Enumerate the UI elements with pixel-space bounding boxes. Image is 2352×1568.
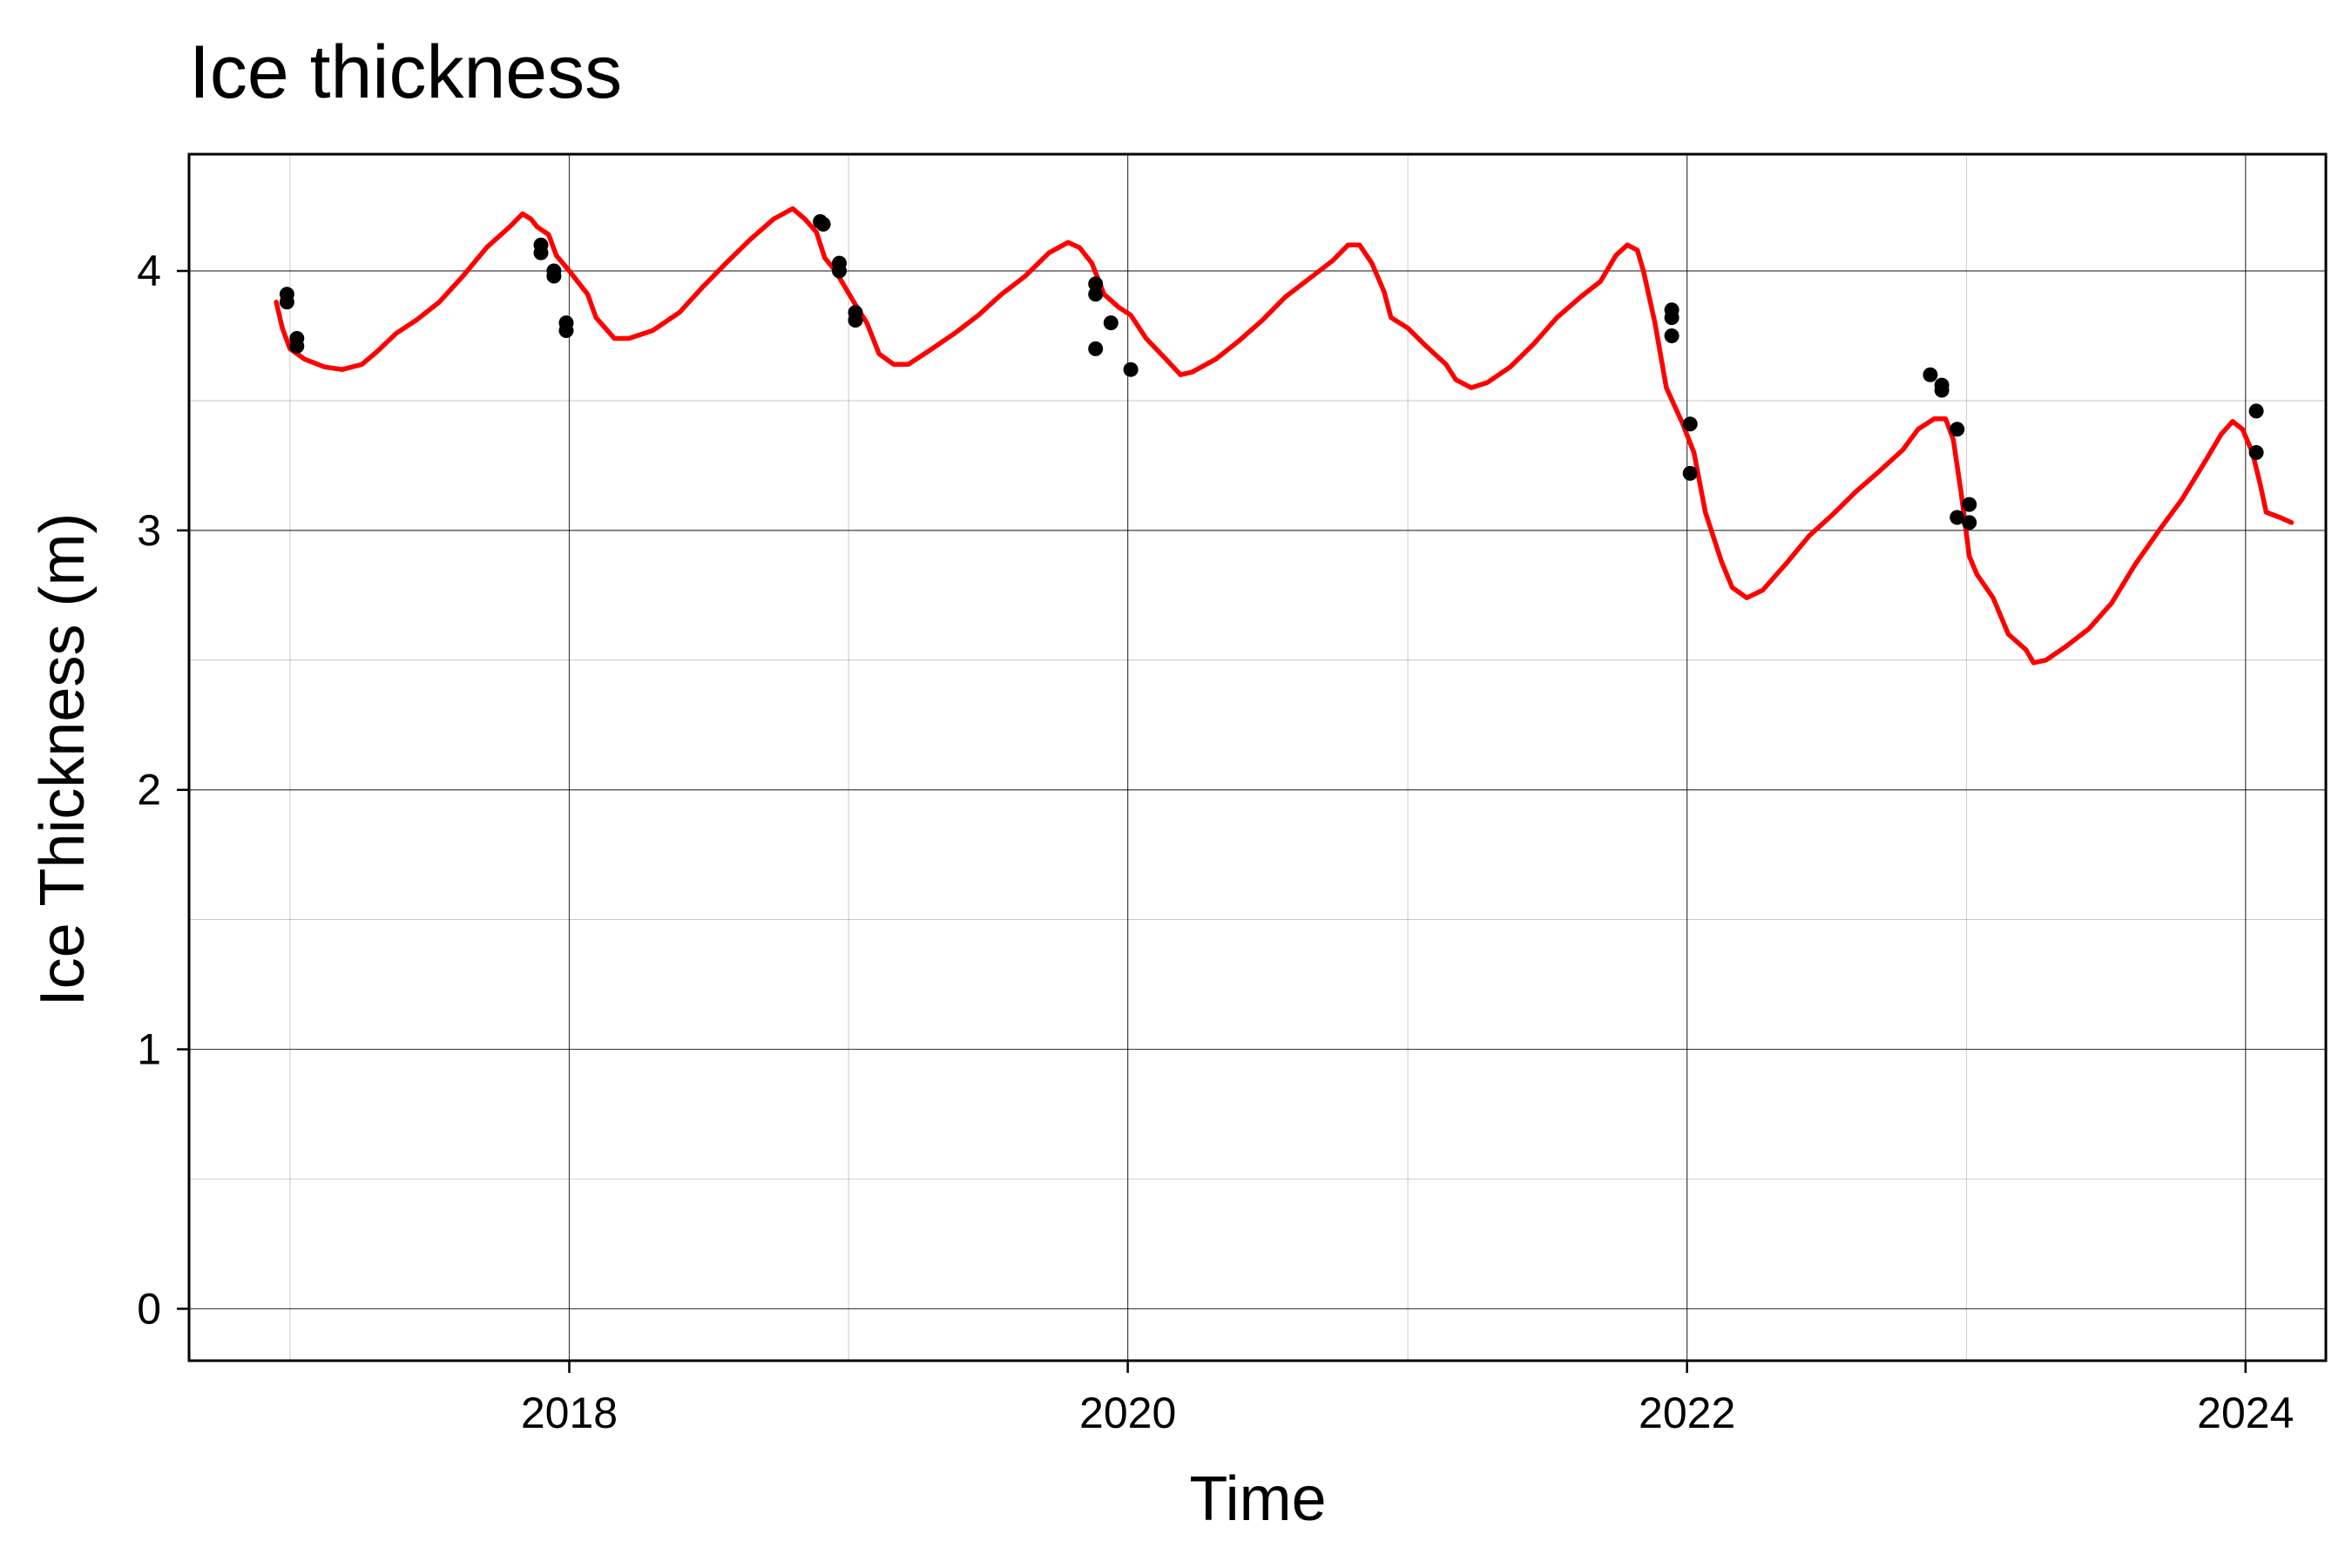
data-point	[1664, 328, 1680, 343]
data-point	[1682, 465, 1698, 481]
x-axis-title: Time	[1189, 1464, 1326, 1534]
data-point	[1962, 497, 1977, 512]
data-point	[1682, 416, 1698, 432]
data-point	[2248, 403, 2264, 419]
chart-title: Ice thickness	[189, 30, 622, 114]
data-point	[533, 245, 549, 260]
data-point	[1950, 422, 1965, 437]
data-point	[848, 313, 863, 328]
data-point	[1664, 310, 1680, 326]
x-tick-label: 2022	[1639, 1389, 1735, 1437]
data-point	[1934, 382, 1950, 398]
y-tick-label: 0	[137, 1284, 161, 1333]
data-point	[289, 338, 305, 354]
x-tick-label: 2020	[1079, 1389, 1176, 1437]
data-point	[1950, 510, 1965, 525]
y-tick-label: 3	[137, 506, 161, 555]
x-tick-label: 2018	[521, 1389, 618, 1437]
data-point	[1088, 276, 1104, 292]
data-point	[832, 263, 847, 279]
y-axis-title: Ice Thickness (m)	[28, 513, 98, 1007]
data-point	[1088, 287, 1104, 302]
grid	[189, 154, 2326, 1361]
data-point	[1923, 367, 1938, 382]
data-point	[2248, 445, 2264, 460]
series-points-layer	[279, 213, 2264, 531]
data-point	[1123, 362, 1139, 377]
axis-ticks: 2018 2020 2022 2024 0 1 2 3 4	[137, 247, 2294, 1437]
data-point	[1962, 515, 1977, 531]
series-line-layer	[274, 206, 2295, 666]
data-point	[1088, 341, 1104, 356]
data-point	[279, 294, 294, 310]
data-point	[1103, 315, 1119, 331]
y-tick-label: 4	[137, 247, 161, 295]
y-tick-label: 2	[137, 766, 161, 814]
x-tick-label: 2024	[2197, 1389, 2294, 1437]
data-point	[558, 323, 574, 338]
plot-frame	[187, 152, 2328, 1362]
y-tick-label: 1	[137, 1025, 161, 1074]
series-line	[274, 206, 2295, 666]
data-point	[546, 268, 562, 284]
data-point	[815, 216, 831, 232]
